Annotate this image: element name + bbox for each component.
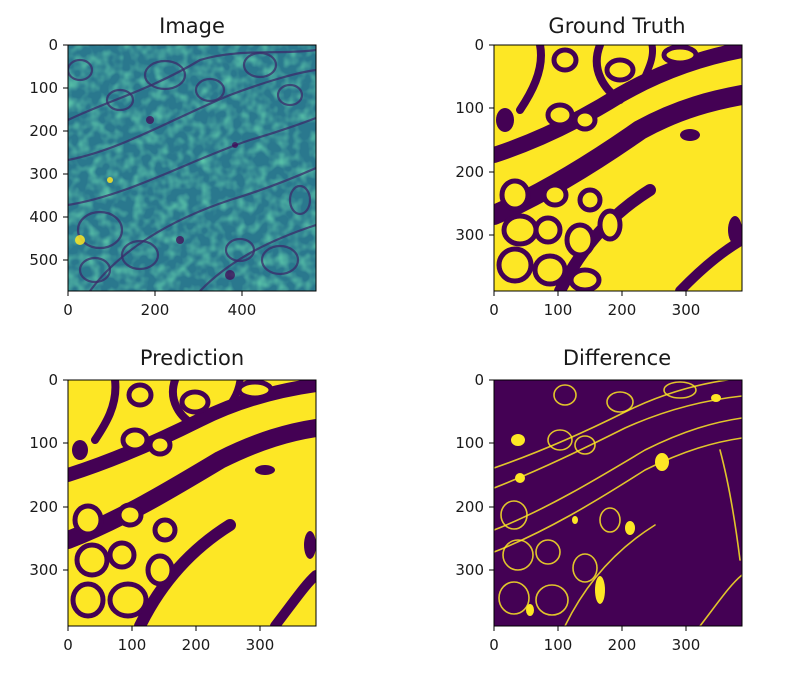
image-texture xyxy=(68,45,316,291)
ground-truth-yticks: 0 100 200 300 xyxy=(455,36,494,244)
difference-edges xyxy=(494,380,742,626)
y-tick-label: 400 xyxy=(29,208,58,226)
x-tick-label: 200 xyxy=(141,301,170,319)
mask-membranes xyxy=(68,380,316,626)
panel-title: Prediction xyxy=(140,346,244,370)
mask-dark-blobs xyxy=(496,108,742,244)
difference-xticks: 0 100 200 300 xyxy=(489,626,700,654)
image-axes-frame xyxy=(67,44,317,292)
y-tick-label: 0 xyxy=(48,371,58,389)
y-tick-label: 200 xyxy=(29,498,58,516)
prediction-xticks: 0 100 200 300 xyxy=(63,626,274,654)
panel-difference: Difference xyxy=(455,346,743,654)
y-tick-label: 0 xyxy=(48,36,58,54)
x-tick-label: 200 xyxy=(608,636,637,654)
x-tick-label: 300 xyxy=(672,636,701,654)
x-tick-label: 0 xyxy=(489,301,499,319)
y-tick-label: 100 xyxy=(455,434,484,452)
x-tick-label: 100 xyxy=(544,636,573,654)
y-tick-label: 300 xyxy=(455,561,484,579)
x-tick-label: 200 xyxy=(182,636,211,654)
difference-blobs xyxy=(511,394,721,616)
y-tick-label: 300 xyxy=(455,226,484,244)
y-tick-label: 100 xyxy=(29,434,58,452)
panel-title: Image xyxy=(159,14,225,38)
difference-yticks: 0 100 200 300 xyxy=(455,371,494,579)
panel-title: Ground Truth xyxy=(548,14,685,38)
ground-truth-xticks: 0 100 200 300 xyxy=(489,291,700,319)
panel-ground-truth: Ground Truth xyxy=(455,14,743,319)
prediction-plot-area xyxy=(68,380,316,626)
prediction-axes-frame xyxy=(67,379,317,627)
panel-title: Difference xyxy=(563,346,671,370)
y-tick-label: 300 xyxy=(29,561,58,579)
y-tick-label: 300 xyxy=(29,165,58,183)
difference-axes-frame xyxy=(493,379,743,627)
image-plot-area xyxy=(68,45,316,291)
mask-membranes xyxy=(494,45,742,291)
y-tick-label: 0 xyxy=(474,36,484,54)
ground-truth-plot-area xyxy=(494,45,742,291)
image-bright-spots xyxy=(75,177,113,245)
mask-dark-blobs xyxy=(72,440,316,559)
x-tick-label: 100 xyxy=(544,301,573,319)
image-xticks: 0 200 400 xyxy=(63,291,256,319)
y-tick-label: 200 xyxy=(455,498,484,516)
mask-cells xyxy=(70,380,274,619)
y-tick-label: 100 xyxy=(455,99,484,117)
difference-background xyxy=(494,380,742,626)
prediction-yticks: 0 100 200 300 xyxy=(29,371,68,579)
image-yticks: 0 100 200 300 400 500 xyxy=(29,36,68,269)
x-tick-label: 0 xyxy=(63,301,73,319)
y-tick-label: 0 xyxy=(474,371,484,389)
ground-truth-axes-frame xyxy=(493,44,743,292)
x-tick-label: 400 xyxy=(228,301,257,319)
y-tick-label: 500 xyxy=(29,251,58,269)
x-tick-label: 100 xyxy=(118,636,147,654)
panel-image: Image xyxy=(29,14,317,319)
x-tick-label: 200 xyxy=(608,301,637,319)
image-dark-spots xyxy=(146,116,238,280)
y-tick-label: 100 xyxy=(29,79,58,97)
difference-plot-area xyxy=(494,380,742,626)
y-tick-label: 200 xyxy=(29,122,58,140)
panel-prediction: Prediction xyxy=(29,346,317,654)
x-tick-label: 0 xyxy=(63,636,73,654)
image-cell-boundaries xyxy=(68,48,316,291)
mask-cells xyxy=(496,45,699,291)
x-tick-label: 300 xyxy=(246,636,275,654)
x-tick-label: 300 xyxy=(672,301,701,319)
x-tick-label: 0 xyxy=(489,636,499,654)
y-tick-label: 200 xyxy=(455,163,484,181)
